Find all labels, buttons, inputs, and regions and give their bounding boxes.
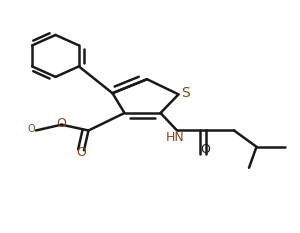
Text: HN: HN: [166, 130, 185, 144]
Text: O: O: [201, 143, 210, 156]
Text: S: S: [181, 86, 190, 100]
Text: O: O: [57, 117, 66, 130]
Text: O: O: [76, 146, 86, 159]
Text: O: O: [28, 124, 35, 134]
